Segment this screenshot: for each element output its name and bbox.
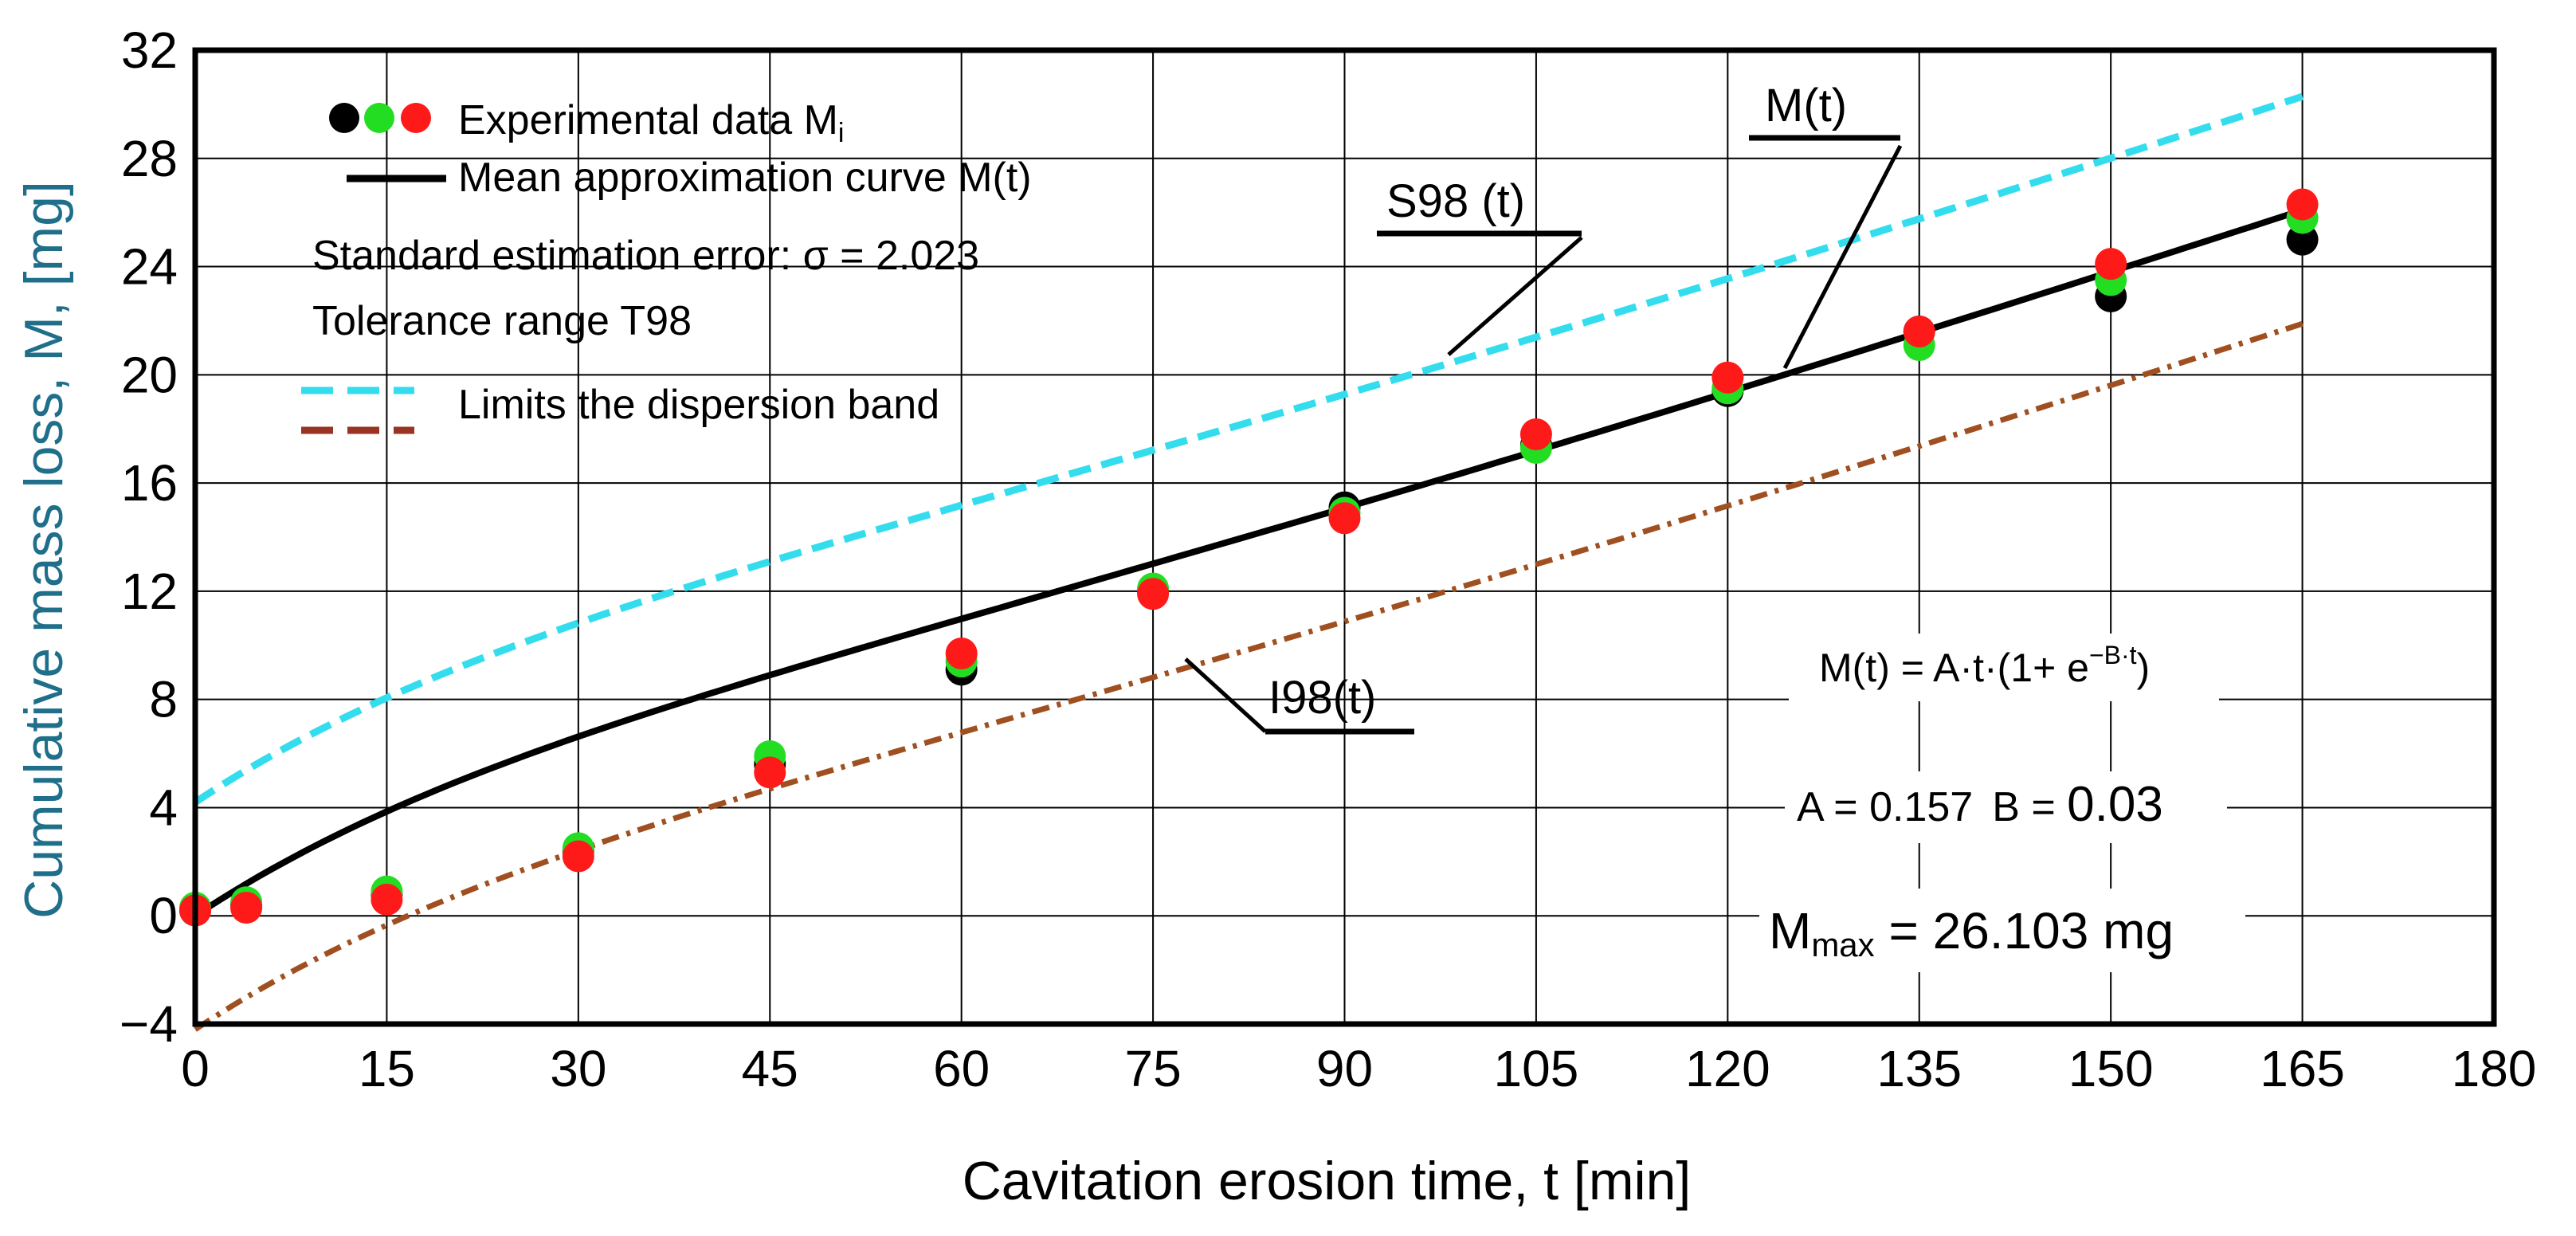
legend-sigma-label: Standard estimation error: σ = 2.023	[312, 233, 979, 279]
x-tick-label: 60	[933, 1040, 990, 1097]
fit-formula-close: )	[2137, 645, 2151, 690]
mean-approximation-curve	[193, 206, 2304, 919]
upper-band-curve-s98	[193, 92, 2304, 806]
formula-background	[1789, 634, 2219, 701]
param-b-label: B =	[1992, 784, 2067, 830]
fit-annotation: M(t) = A·t·(1+ e−B·t) A = 0.157 B = 0.03 …	[1759, 634, 2245, 972]
legend-marker-red	[401, 103, 431, 133]
m-label-leader	[1782, 144, 1903, 370]
curves	[193, 92, 2304, 1032]
params-background	[1785, 771, 2227, 843]
y-tick-label: 16	[121, 454, 178, 512]
x-tick-label: 0	[181, 1040, 210, 1097]
mmax-background	[1759, 889, 2245, 972]
x-tick-label: 90	[1316, 1040, 1373, 1097]
data-point	[945, 637, 978, 669]
fit-formula: M(t) = A·t·(1+ e−B·t)	[1819, 641, 2150, 690]
legend: Experimental data Mi Mean approximation …	[301, 97, 1032, 434]
y-tick-label: 8	[149, 671, 178, 728]
mmax-symbol: M	[1769, 902, 1811, 959]
y-tick-label: 12	[121, 563, 178, 620]
y-tick-label: 32	[121, 22, 178, 79]
data-point	[562, 840, 594, 873]
legend-experimental-subscript: i	[838, 118, 845, 148]
legend-marker-green	[364, 103, 394, 133]
s98-curve-label: S98 (t)	[1386, 175, 1525, 227]
x-tick-label: 165	[2260, 1040, 2345, 1097]
s98-label-leader	[1447, 236, 1583, 356]
i98-label-leader	[1184, 657, 1267, 733]
y-tick-label: 4	[149, 779, 178, 836]
lower-band-curve-i98	[194, 320, 2304, 1032]
i98-curve-label: I98(t)	[1268, 672, 1376, 724]
data-point	[754, 756, 786, 789]
callout-upper: S98 (t)	[1377, 175, 1583, 356]
fit-formula-exponent: −B·t	[2089, 641, 2137, 669]
x-tick-label: 180	[2452, 1040, 2537, 1097]
legend-tolerance-label: Tolerance range T98	[312, 298, 692, 344]
param-b-value: 0.03	[2067, 777, 2163, 832]
param-a: A = 0.157	[1797, 784, 1973, 830]
legend-mean-label: Mean approximation curve M(t)	[458, 155, 1032, 201]
data-point	[1137, 578, 1170, 610]
data-point	[2286, 188, 2319, 221]
x-tick-label: 105	[1494, 1040, 1579, 1097]
x-tick-label: 15	[359, 1040, 415, 1097]
x-tick-label: 120	[1685, 1040, 1770, 1097]
mmax-value: Mmax = 26.103 mg	[1769, 902, 2174, 963]
y-axis-title: Cumulative mass loss, M, [mg]	[14, 181, 74, 919]
legend-experimental-label: Experimental data Mi	[458, 97, 844, 148]
y-tick-label: −4	[120, 995, 178, 1053]
data-point	[1519, 418, 1552, 451]
m-curve-label: M(t)	[1765, 80, 1847, 131]
callout-mean: M(t)	[1749, 80, 1903, 370]
fit-params: A = 0.157 B = 0.03	[1797, 777, 2163, 832]
plot-area-frame	[192, 47, 2497, 1027]
y-tick-label: 28	[121, 130, 178, 187]
y-tick-label: 0	[149, 887, 178, 944]
y-tick-label: 20	[121, 346, 178, 403]
x-tick-label: 45	[742, 1040, 798, 1097]
x-tick-label: 75	[1124, 1040, 1181, 1097]
x-tick-label: 30	[550, 1040, 606, 1097]
y-tick-label: 24	[121, 238, 178, 296]
legend-marker-black	[329, 103, 359, 133]
legend-experimental-text: Experimental data M	[458, 97, 838, 143]
data-point	[1328, 502, 1361, 535]
data-point	[230, 892, 263, 924]
x-tick-label: 135	[1876, 1040, 1962, 1097]
data-point	[1903, 316, 1935, 348]
fit-formula-main: M(t) = A·t·(1+ e	[1819, 645, 2089, 690]
data-points	[179, 188, 2319, 927]
data-point	[1711, 361, 1744, 394]
x-axis-title: Cavitation erosion time, t [min]	[963, 1151, 1692, 1211]
mmax-subscript: max	[1811, 926, 1874, 963]
legend-band-label: Limits the dispersion band	[458, 382, 939, 428]
mmax-number: = 26.103 mg	[1875, 902, 2174, 959]
tick-labels: 0 15 30 45 60 75 90 105 120 135 150 165 180−40481216…	[120, 22, 2536, 1097]
data-point	[2095, 248, 2127, 281]
x-tick-label: 150	[2068, 1040, 2154, 1097]
callout-lower: I98(t)	[1184, 657, 1414, 735]
data-point	[371, 883, 403, 916]
